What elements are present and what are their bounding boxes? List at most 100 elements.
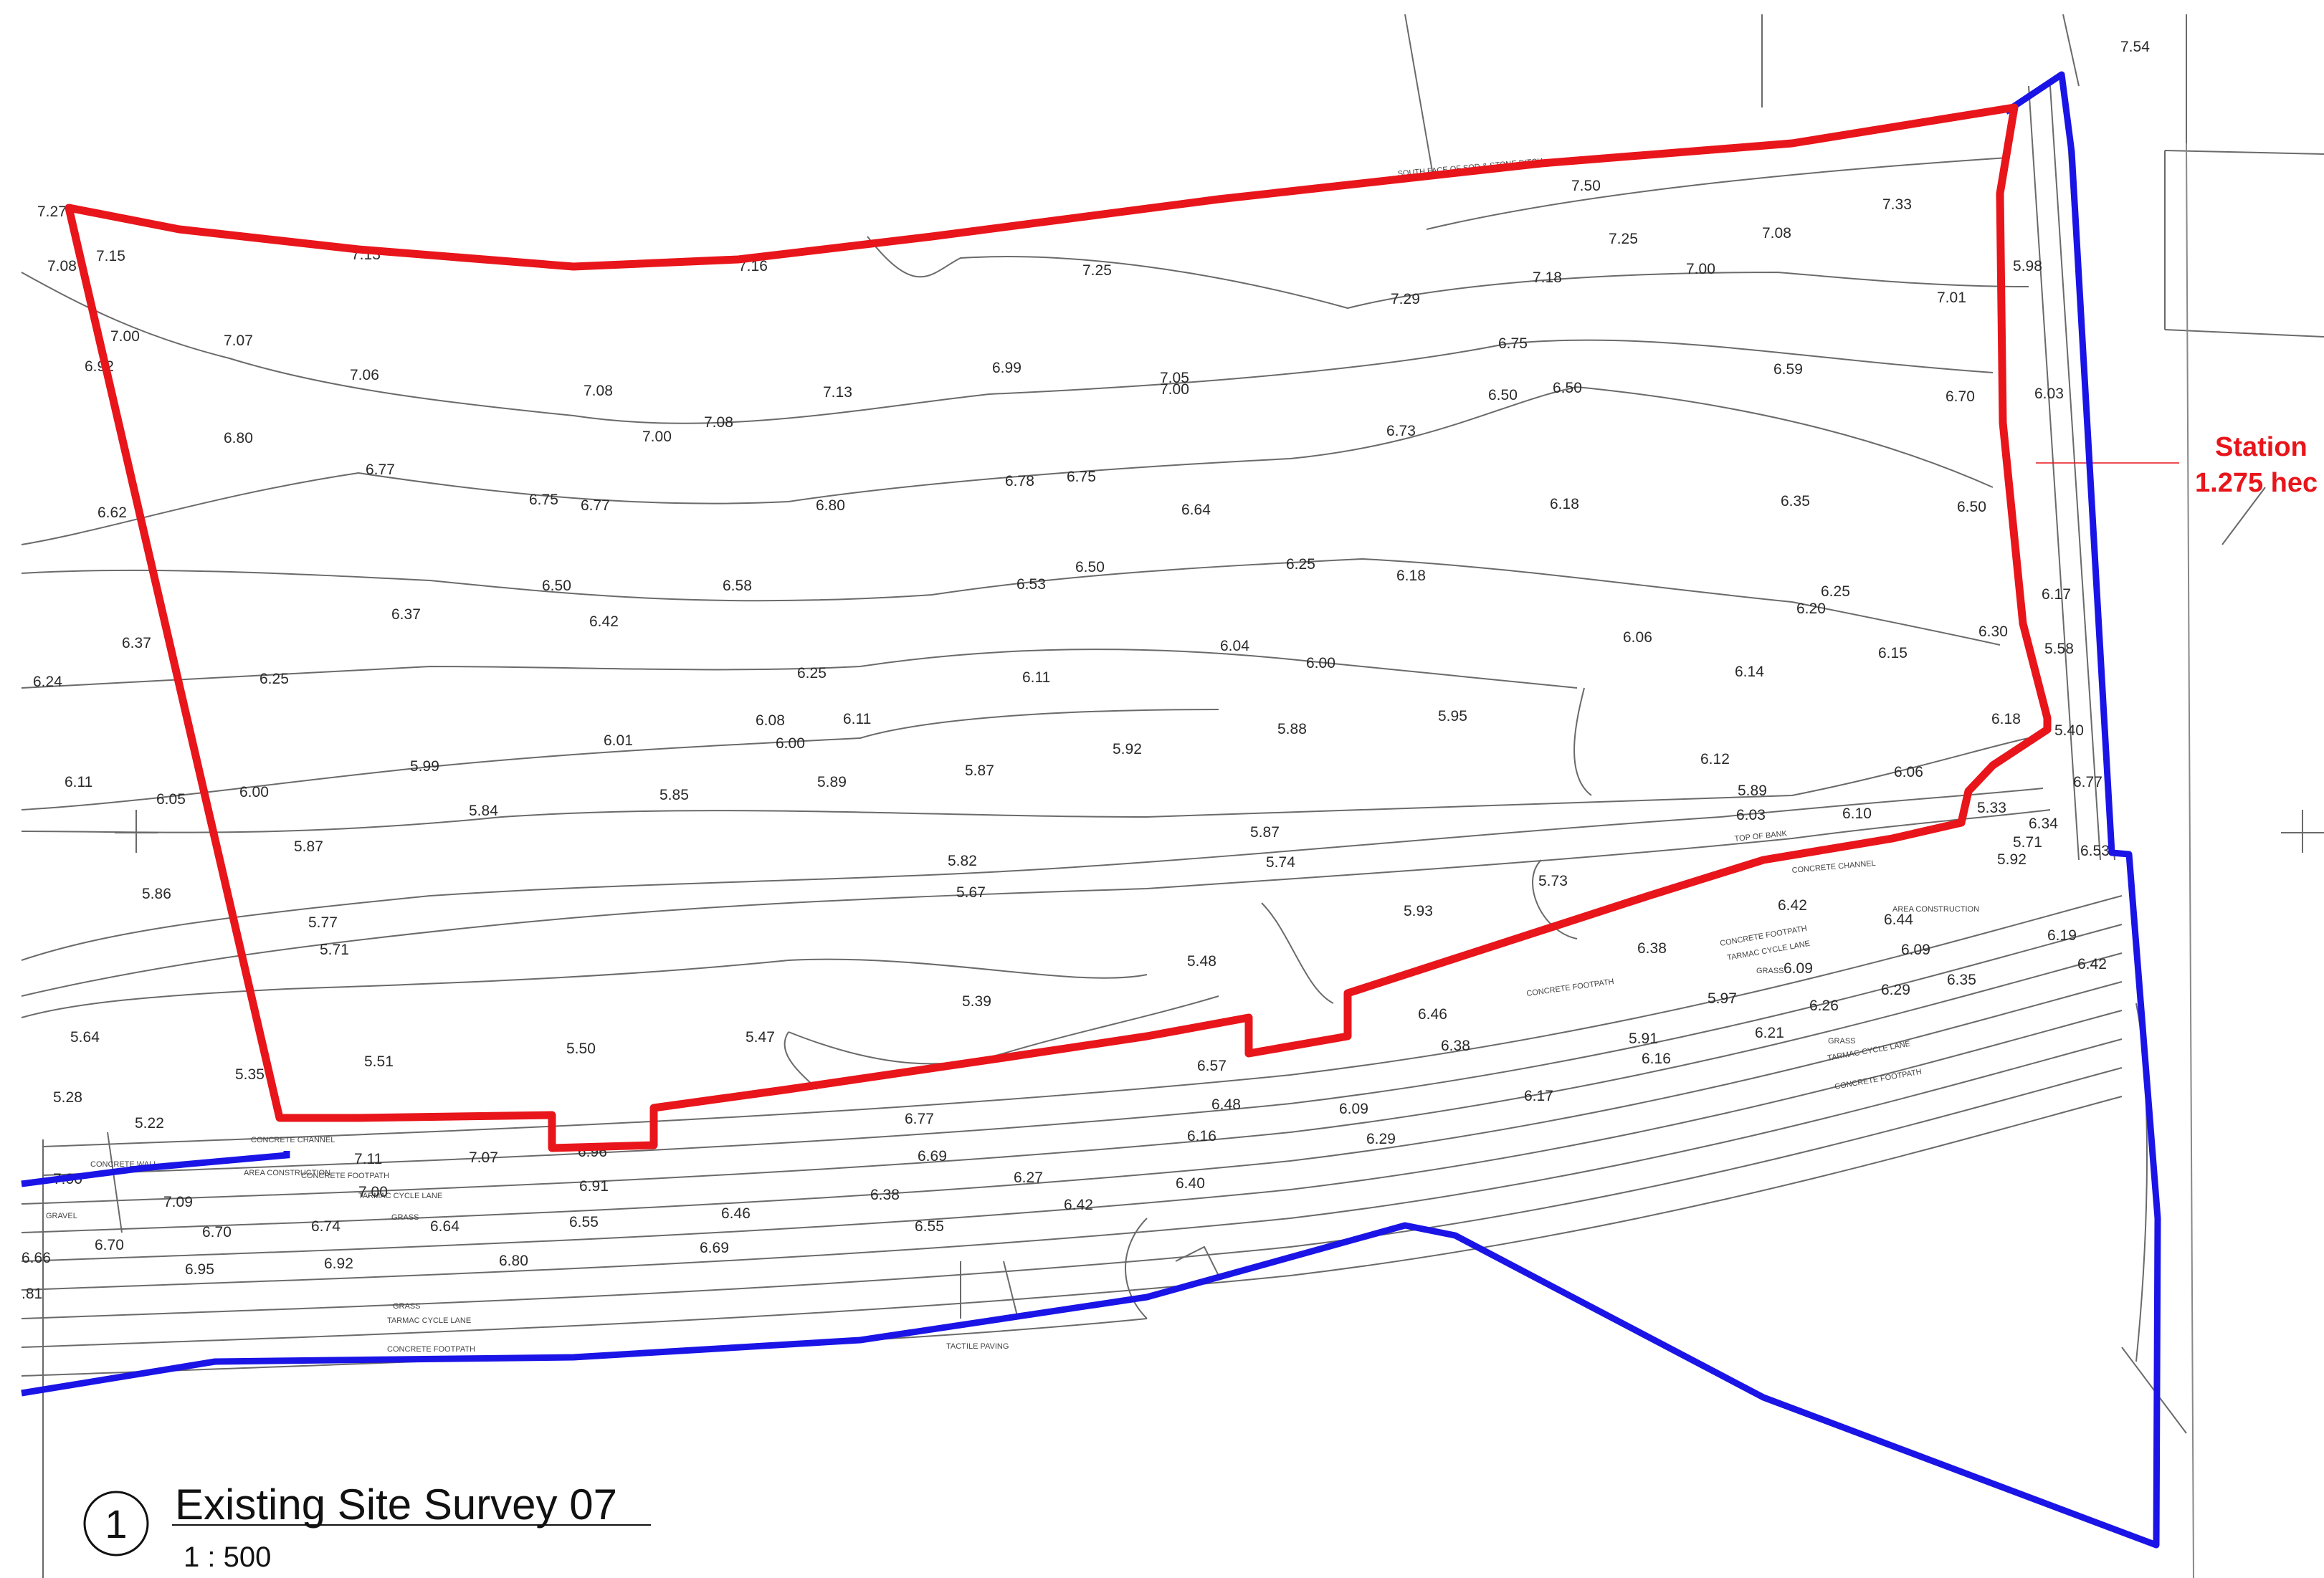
spot-level: 6.50	[1957, 499, 1986, 515]
spot-level: 7.08	[1762, 225, 1791, 242]
spot-level: 6.06	[1623, 629, 1652, 646]
grass-label-south: GRASS	[393, 1302, 421, 1311]
spot-level: 6.92	[324, 1256, 353, 1272]
spot-level: 5.87	[965, 762, 994, 779]
spot-level: 5.73	[1538, 873, 1568, 889]
spot-level: 5.28	[53, 1089, 82, 1106]
spot-level: 6.17	[1524, 1088, 1553, 1104]
spot-level: 7.06	[350, 367, 379, 383]
spot-level: 6.35	[1947, 972, 1976, 988]
spot-level: 6.46	[721, 1205, 751, 1222]
spot-level: 7.54	[2120, 39, 2150, 55]
spot-level: 6.70	[95, 1237, 124, 1253]
spot-level: 6.26	[1809, 998, 1839, 1014]
spot-level: 7.13	[823, 384, 852, 401]
spot-level: 6.70	[1946, 388, 1975, 405]
drawing-scale: 1 : 500	[184, 1541, 271, 1573]
spot-level: 6.73	[1386, 423, 1416, 439]
spot-level: 6.50	[542, 578, 571, 594]
spot-level: 6.01	[604, 732, 633, 749]
spot-level: 6.64	[430, 1218, 459, 1235]
spot-level: 6.42	[2077, 956, 2107, 972]
spot-level: 6.29	[1366, 1131, 1396, 1147]
station-area-label: 1.275 hec	[2195, 468, 2318, 498]
spot-level: 6.57	[1197, 1058, 1227, 1074]
spot-level: 6.10	[1842, 805, 1872, 822]
spot-level: 6.00	[776, 735, 805, 752]
spot-level: 6.29	[1881, 982, 1910, 998]
spot-level: 6.03	[1736, 807, 1766, 823]
gravel-label: GRAVEL	[46, 1212, 77, 1220]
spot-level: 5.84	[469, 803, 498, 819]
spot-level: 6.37	[122, 635, 151, 651]
spot-level: 5.86	[142, 886, 171, 902]
spot-level: 6.14	[1735, 664, 1764, 680]
spot-level: 5.87	[1250, 824, 1280, 841]
spot-level: 7.25	[1609, 231, 1638, 247]
spot-level: 5.93	[1404, 903, 1433, 919]
spot-level: 7.33	[1882, 196, 1912, 213]
spot-level: 7.08	[47, 258, 77, 274]
cycle-lane-label: TARMAC CYCLE LANE	[358, 1192, 442, 1200]
title-block: 1 Existing Site Survey 07 1 : 500	[83, 1481, 651, 1573]
spot-levels: 7.547.277.087.15 7.137.16 7.257.507.337.25…	[22, 39, 2150, 1302]
spot-level: 5.33	[1977, 800, 2006, 816]
view-number-circle	[83, 1491, 149, 1557]
spot-level: 6.53	[2080, 843, 2110, 859]
spot-level: 6.42	[1778, 897, 1807, 914]
spot-level: 5.39	[962, 993, 991, 1010]
spot-level: 5.88	[1277, 721, 1307, 737]
spot-level: 6.77	[581, 497, 610, 514]
spot-level: 7.25	[1082, 262, 1112, 279]
spot-level: 6.19	[2047, 927, 2077, 944]
spot-level: 7.08	[704, 414, 733, 431]
spot-level: 6.15	[1878, 645, 1908, 661]
grass-label: GRASS	[391, 1213, 419, 1222]
spot-level: 6.11	[65, 774, 92, 790]
spot-level: 7.00	[642, 429, 672, 445]
spot-level: 5.67	[956, 884, 986, 901]
spot-level: 7.07	[224, 333, 253, 349]
spot-level: 5.97	[1708, 990, 1737, 1007]
spot-level: 6.25	[797, 665, 827, 682]
spot-level: 5.71	[2013, 834, 2042, 851]
spot-level: 6.50	[1553, 380, 1582, 396]
spot-level: 5.48	[1187, 953, 1216, 970]
spot-level: 5.87	[294, 838, 323, 855]
station-label: Station	[2215, 432, 2308, 462]
spot-level: 5.82	[948, 853, 977, 869]
spot-level: 6.80	[224, 430, 253, 446]
spot-level: 5.91	[1629, 1031, 1658, 1047]
spot-level: 6.55	[569, 1214, 599, 1230]
grass-label-lower: GRASS	[1828, 1037, 1856, 1046]
spot-level: 6.77	[905, 1111, 934, 1127]
spot-level: 6.38	[1637, 940, 1667, 957]
channel-label: CONCRETE CHANNEL	[251, 1136, 335, 1144]
spot-level: 6.91	[579, 1178, 609, 1195]
spot-level: 6.00	[1306, 655, 1335, 671]
spot-level: 5.50	[566, 1041, 596, 1057]
spot-level: 6.80	[499, 1253, 528, 1269]
spot-level: 7.18	[1533, 269, 1562, 286]
spot-level: 6.21	[1755, 1025, 1784, 1041]
spot-level: 6.59	[1773, 361, 1803, 378]
spot-level: 5.85	[659, 787, 689, 803]
spot-level: 5.89	[817, 774, 847, 790]
spot-level: 6.11	[843, 711, 871, 727]
spot-level: 6.08	[756, 712, 785, 729]
spot-level: 6.09	[1784, 960, 1813, 977]
spot-level: 6.69	[700, 1240, 729, 1256]
spot-level: 7.00	[358, 1184, 388, 1200]
spot-level: 6.40	[1176, 1175, 1205, 1192]
site-boundary	[65, 103, 2052, 1152]
spot-level: 7.05	[1160, 370, 1189, 386]
spot-level: 6.75	[529, 492, 558, 508]
spot-level: 6.30	[1978, 623, 2008, 640]
spot-level: 6.37	[391, 606, 421, 623]
spot-level: 6.38	[1441, 1038, 1470, 1054]
spot-level: 6.20	[1796, 601, 1826, 617]
spot-level: 5.98	[2013, 258, 2042, 274]
spot-level: 7.50	[1571, 178, 1601, 194]
spot-level: 6.64	[1181, 502, 1211, 518]
